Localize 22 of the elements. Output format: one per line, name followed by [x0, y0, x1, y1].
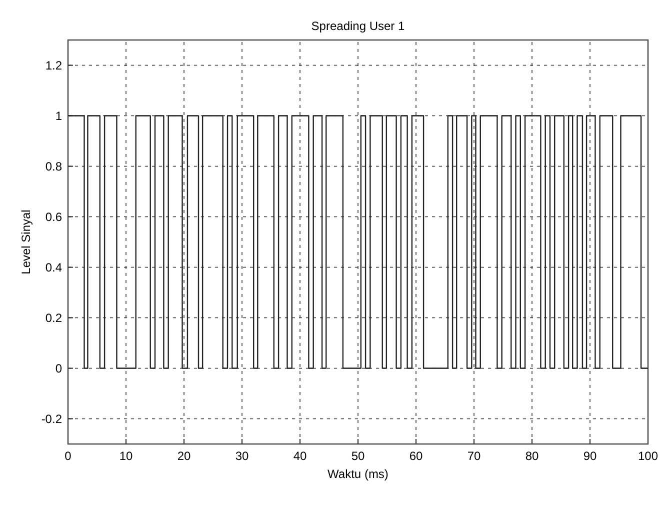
y-tick-label: 0.6 — [45, 210, 62, 224]
y-tick-label: -0.2 — [41, 412, 62, 426]
x-tick-label: 0 — [64, 449, 72, 463]
x-tick-label: 50 — [351, 449, 365, 463]
y-tick-label: 0.2 — [45, 310, 62, 325]
x-tick-label: 10 — [119, 449, 133, 463]
chart-title: Spreading User 1 — [311, 19, 406, 33]
x-tick-label: 20 — [177, 449, 191, 463]
x-tick-label: 100 — [638, 449, 658, 463]
x-tick-label: 60 — [409, 449, 423, 463]
x-tick-label: 90 — [583, 449, 597, 463]
x-tick-label: 40 — [293, 449, 307, 463]
y-axis-title: Level Sinyal — [19, 210, 33, 274]
y-tick-label: 0 — [55, 361, 62, 376]
y-tick-label: 1.2 — [45, 58, 62, 72]
y-tick-label: 1 — [55, 108, 62, 123]
y-tick-label: 0.8 — [45, 159, 62, 174]
x-tick-label: 30 — [235, 449, 249, 463]
y-tick-label: 0.4 — [45, 260, 62, 274]
x-tick-label: 80 — [525, 449, 539, 463]
x-tick-label: 70 — [467, 449, 481, 463]
x-axis-title: Waktu (ms) — [328, 467, 388, 481]
